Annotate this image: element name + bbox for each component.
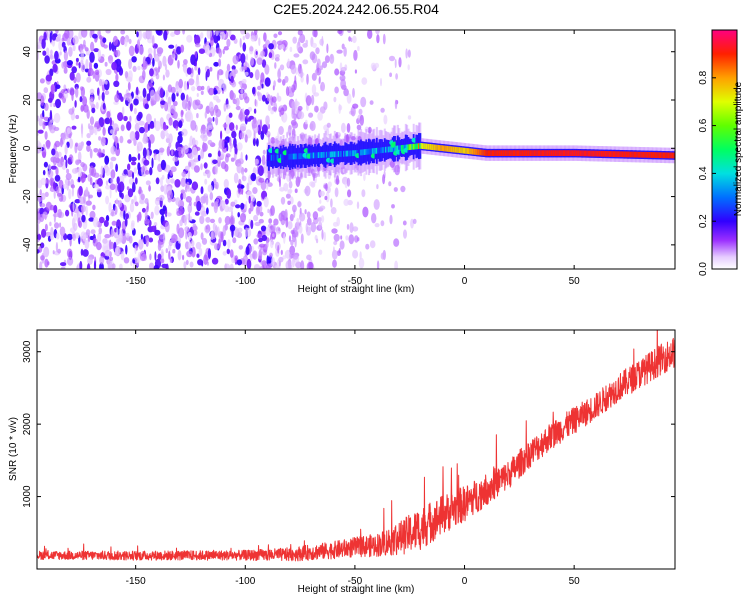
y-tick-label: -20 xyxy=(22,189,33,204)
x-tick-label: 0 xyxy=(462,276,468,287)
y-tick-label: -40 xyxy=(22,237,33,252)
snr-x-label: Height of straight line (km) xyxy=(298,584,415,595)
colorbar-tick-label: 0.6 xyxy=(698,118,709,132)
x-tick-label: 50 xyxy=(569,576,581,587)
snr-x-ticks: -150 -100 -50 0 50 xyxy=(126,330,580,587)
snr-y-ticks: 1000 2000 3000 xyxy=(22,340,675,508)
spectrogram-panel: -150 -100 -50 0 50 -40 -20 0 20 40 Height of str… xyxy=(8,29,676,295)
spectrogram-y-ticks: -40 -20 0 20 40 xyxy=(22,46,675,252)
x-tick-label: -100 xyxy=(235,276,255,287)
snr-y-label: SNR (10 * v/v) xyxy=(8,417,19,481)
snr-series-line xyxy=(37,330,675,562)
spectrogram-x-label: Height of straight line (km) xyxy=(298,284,415,295)
colorbar-tick-label: 0.2 xyxy=(698,214,709,228)
y-tick-label: 20 xyxy=(22,94,33,106)
snr-frame xyxy=(36,329,676,570)
colorbar-ticks: 0.0 0.2 0.4 0.6 0.8 xyxy=(698,70,716,276)
y-tick-label: 2000 xyxy=(22,413,33,436)
colorbar: 0.0 0.2 0.4 0.6 0.8 Normalized spectral ampl… xyxy=(698,29,744,276)
spectrogram-x-ticks: -150 -100 -50 0 50 xyxy=(126,30,580,287)
x-tick-label: -150 xyxy=(126,576,146,587)
spectrogram-image xyxy=(37,30,675,269)
colorbar-label: Normalized spectral amplitude xyxy=(733,81,744,216)
x-tick-label: -50 xyxy=(348,576,363,587)
page-title: C2E5.2024.242.06.55.R04 xyxy=(273,1,439,17)
colorbar-tick-label: 0.0 xyxy=(698,262,709,276)
y-tick-label: 40 xyxy=(22,46,33,58)
colorbar-tick-label: 0.4 xyxy=(698,166,709,180)
x-tick-label: 50 xyxy=(569,276,581,287)
colorbar-tick-label: 0.8 xyxy=(698,70,709,84)
x-tick-label: 0 xyxy=(462,576,468,587)
spectrogram-y-label: Frequency (Hz) xyxy=(8,115,19,184)
y-tick-label: 1000 xyxy=(22,485,33,508)
x-tick-label: -150 xyxy=(126,276,146,287)
y-tick-label: 0 xyxy=(22,145,33,151)
colorbar-gradient xyxy=(711,29,738,270)
snr-panel: -150 -100 -50 0 50 1000 2000 3000 Height of st… xyxy=(8,329,676,595)
x-tick-label: -50 xyxy=(348,276,363,287)
spectrogram-frame xyxy=(36,29,676,270)
x-tick-label: -100 xyxy=(235,576,255,587)
y-tick-label: 3000 xyxy=(22,340,33,363)
